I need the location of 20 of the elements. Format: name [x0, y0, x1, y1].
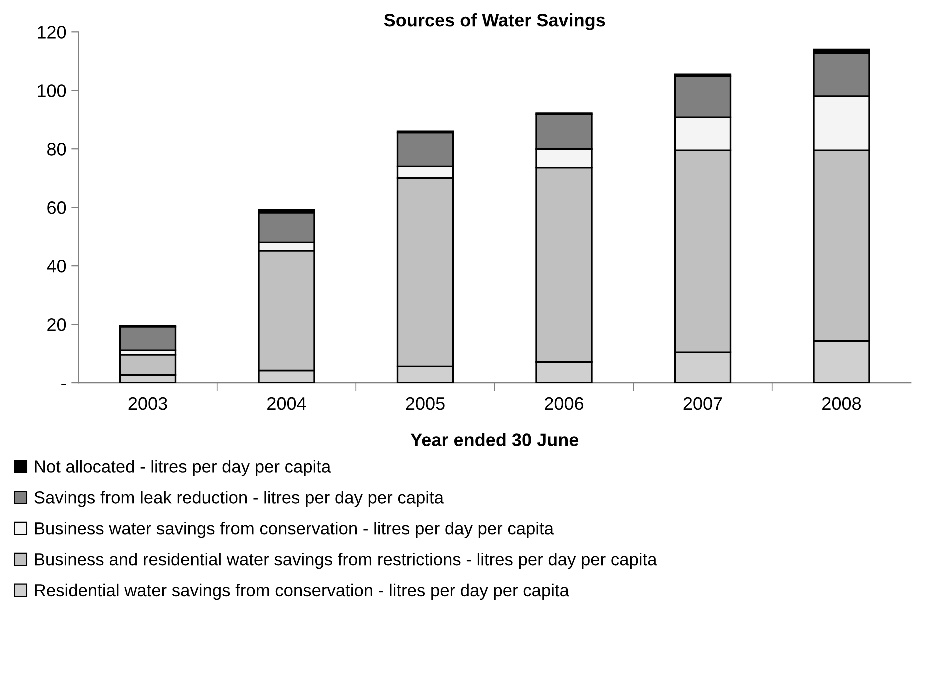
x-tick-label: 2004	[268, 397, 306, 410]
x-tick-label: 2007	[684, 397, 722, 410]
y-tick-label: 80	[48, 143, 66, 156]
x-tick-label: 2003	[128, 397, 168, 410]
x-tick-label: 2005	[406, 397, 445, 410]
y-tick-label: 60	[48, 202, 66, 214]
y-tick-label: 20	[48, 318, 66, 332]
legend-label: Savings from leak reduction - litres per day per capita	[34, 491, 444, 508]
x-tick-label: 2008	[822, 397, 862, 410]
legend-label: Not allocated - litres per day per capita	[35, 460, 332, 476]
x-axis-title: Year ended 30 June	[410, 433, 579, 446]
y-tick-label: -	[62, 384, 66, 386]
y-tick-label: 40	[47, 260, 66, 273]
y-tick-label: 100	[38, 84, 66, 98]
legend-label: Business and residential water savings from restrictions - litres per day per capita	[35, 552, 658, 570]
x-tick-label: 2006	[545, 397, 584, 410]
legend-label: Business water savings from conservation - litres per day per capita	[35, 522, 554, 538]
y-tick-label: 120	[38, 26, 66, 39]
chart-title: Sources of Water Savings	[384, 14, 606, 30]
legend-label: Residential water savings from conservation - litres per day per capita	[35, 584, 570, 600]
